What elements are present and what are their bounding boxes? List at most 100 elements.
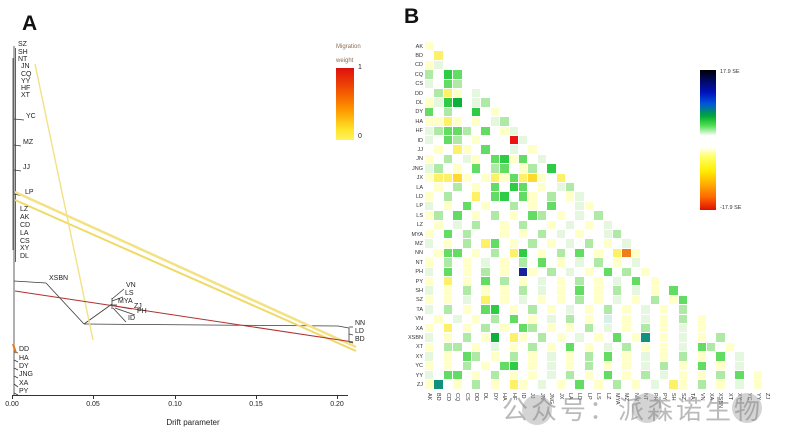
x-tick-mark [337,395,338,399]
heatmap-cell-TA-CS [462,305,471,314]
heatmap-cell-DD-CD [443,89,453,98]
x-tick-label: 0.15 [249,401,263,408]
heatmap-cell-MZ-JJ [528,239,537,248]
heatmap-cell-NN-DY [490,248,500,258]
heatmap-cell-XT-CD [443,342,453,352]
tree-edge [13,144,22,147]
heatmap-cell-PH-ID [519,267,528,276]
tree-edge [13,280,47,284]
heatmap-cell-SZ-JX [556,295,565,305]
heatmap-cell-YC-SZ [678,361,688,370]
heatmap-cell-HF-CQ [453,126,462,135]
heatmap-cell-VN-LA [566,314,575,323]
heatmap-cell-XA-AK [425,324,434,333]
heatmap-cell-MYA-JX [556,230,565,239]
heatmap-cell-JX-JN [537,173,547,182]
heatmap-cell-MZ-CD [443,239,453,248]
heatmap-cell-DD-CQ [453,89,462,98]
legend-min-label: 0 [358,133,362,140]
heatmap-cell-JJ-DL [481,145,490,154]
heatmap-cell-XA-PY [660,324,669,333]
heatmap-cell-XT-XT [725,342,735,352]
heatmap-cell-NN-MZ [622,248,631,258]
x-tick-label: 0.05 [86,401,100,408]
heatmap-cell-LZ-CQ [453,220,462,229]
heatmap-cell-TA-CD [443,305,453,314]
heatmap-cell-PY-NN [631,277,641,286]
heatmap-cell-XT-JJ [528,342,537,352]
population-tip-DY: DY [19,362,29,370]
population-tip-CD: CD [20,221,31,229]
heatmap-col-label-BD: BD [435,392,442,401]
heatmap-cell-XY-MZ [622,352,631,361]
heatmap-row-label-VN: VN [415,316,423,323]
heatmap-cell-NT-CD [443,258,453,267]
x-tick-mark [175,395,176,399]
watermark-circle [732,393,762,423]
heatmap-row-label-BD: BD [415,52,423,59]
population-tip-XY: XY [20,244,30,252]
heatmap-cell-PH-JJ [528,267,537,276]
heatmap-cell-JJ-JJ [528,145,537,154]
heatmap-row-label-XY: XY [415,353,423,360]
heatmap-cell-XY-PY [660,352,669,361]
heatmap-cell-LA-JX [556,183,565,192]
heatmap-cell-NT-JX [556,258,565,267]
heatmap-cell-XT-CQ [453,342,462,352]
heatmap-cell-ZJ-ID [519,380,528,389]
heatmap-cell-XA-LA [566,324,575,333]
heatmap-cell-LS-JX [556,211,565,220]
heatmap-cell-ZJ-MYA [613,380,622,389]
heatmap-cell-JNG-DY [490,164,500,173]
heatmap-cell-YC-VN [697,361,706,370]
heatmap-cell-DL-BD [434,98,443,107]
heatmap-cell-SZ-PH [650,295,659,305]
heatmap-cell-VN-JJ [528,314,537,323]
heatmap-cell-VN-PY [660,314,669,323]
heatmap-cell-YY-DD [472,371,481,380]
heatmap-cell-YY-PY [660,371,669,380]
heatmap-cell-YY-NT [641,371,650,380]
heatmap-cell-ZJ-XSBN [716,380,725,389]
heatmap-cell-ZJ-SZ [678,380,688,389]
population-tip-CS: CS [20,237,30,245]
heatmap-cell-BD-BD [434,51,443,60]
heatmap-cell-NN-JX [556,248,565,258]
heatmap-row-label-DY: DY [415,109,423,116]
heatmap-cell-JJ-CQ [453,145,462,154]
heatmap-cell-DY-AK [425,107,434,117]
heatmap-cell-NN-ID [519,248,528,258]
heatmap-cell-ZJ-PH [650,380,659,389]
heatmap-cell-MYA-CD [443,230,453,239]
heatmap-cell-SZ-MYA [613,295,622,305]
heatmap-cell-HA-CD [443,117,453,126]
heatmap-cell-JJ-BD [434,145,443,154]
tree-edge [13,169,22,172]
heatmap-cell-JX-ID [519,173,528,182]
heatmap-cell-DL-DD [472,98,481,107]
heatmap-cell-XSBN-XSBN [716,333,725,342]
heatmap-cell-PH-MZ [622,267,631,276]
heatmap-cell-XY-CS [462,352,471,361]
heatmap-cell-XT-MZ [622,342,631,352]
heatmap-cell-SH-LD [575,286,584,295]
heatmap-cell-LA-HF [509,183,518,192]
heatmap-cell-LZ-DD [472,220,481,229]
heatmap-cell-PH-HA [500,267,509,276]
tree-edge [45,282,85,325]
heatmap-cell-XY-LA [566,352,575,361]
heatmap-cell-XT-XA [707,342,716,352]
heatmap-cell-SH-MYA [613,286,622,295]
heatmap-cell-JJ-CS [462,145,471,154]
heatmap-cell-JN-CD [443,154,453,164]
tree-edge [348,341,354,344]
heatmap-cell-LA-DY [490,183,500,192]
heatmap-cell-YY-DY [490,371,500,380]
heatmap-cell-YC-DL [481,361,490,370]
heatmap-cell-VN-NT [641,314,650,323]
heatmap-row-label-DD: DD [415,90,423,97]
heatmap-cell-NN-MYA [613,248,622,258]
heatmap-row-label-XT: XT [415,344,423,351]
heatmap-cell-SZ-JN [537,295,547,305]
heatmap-row-label-HA: HA [415,118,423,125]
